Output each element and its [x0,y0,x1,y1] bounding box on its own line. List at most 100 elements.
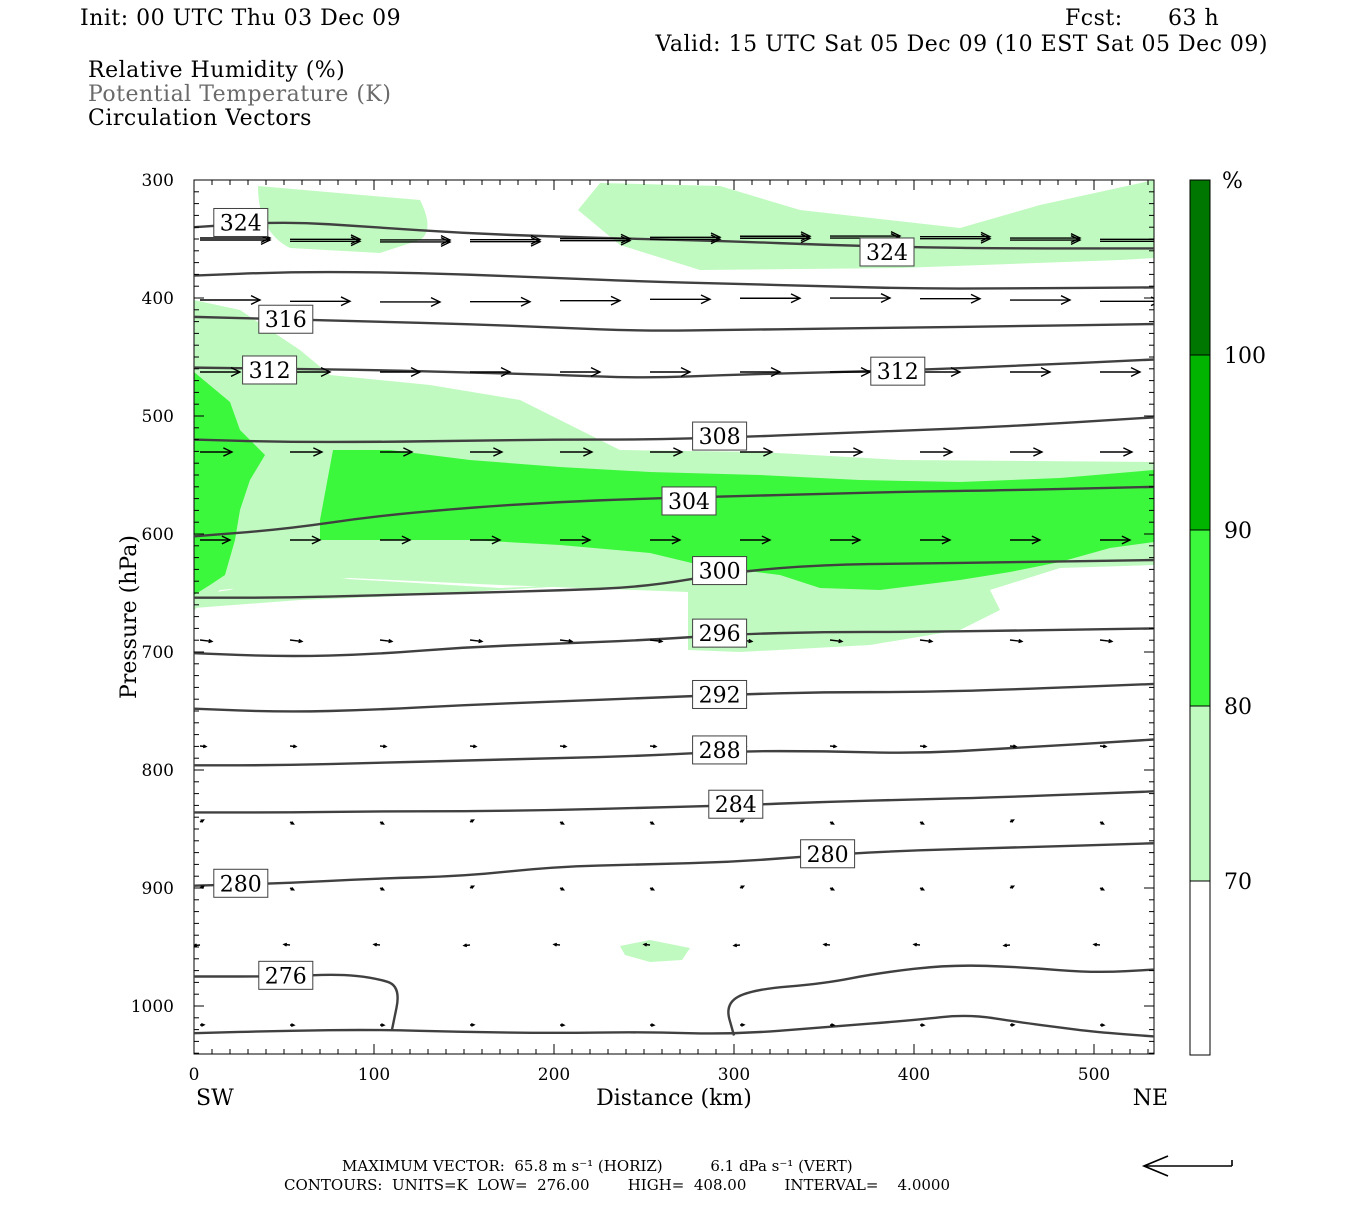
circulation-vector [1010,448,1042,456]
contour-label-text: 304 [668,490,710,515]
circulation-vector [1010,1024,1014,1027]
circulation-vector [920,1024,924,1027]
circulation-vector [1100,639,1112,642]
theta-contour-320 [194,272,1157,289]
circulation-vector [650,1024,654,1027]
theta-contour-276 [728,966,1157,1036]
contour-label-284: 284 [709,790,763,818]
circulation-vector [830,745,836,748]
y-tick-label: 600 [142,525,174,545]
contour-label-text: 312 [877,360,919,385]
theta-contour-316 [194,317,1157,331]
contour-label-324: 324 [214,208,268,236]
circulation-vector [470,368,510,377]
x-tick-label: 100 [358,1065,390,1085]
circulation-vector [920,448,952,456]
theta-contour-280 [194,843,1157,885]
circulation-vector [920,639,932,642]
contour-label-296: 296 [693,619,747,647]
field-theta-title: Potential Temperature (K) [88,82,391,107]
circulation-vector [914,943,920,946]
contour-info-note: CONTOURS: UNITS=K LOW= 276.00 HIGH= 408.… [284,1176,950,1194]
contour-label-text: 288 [699,739,741,764]
circulation-vector [470,297,530,306]
sw-endpoint-label: SW [196,1086,234,1111]
contour-label-text: 300 [699,560,741,585]
circulation-vector [830,294,890,303]
field-rh-title: Relative Humidity (%) [88,58,345,83]
circulation-vector [560,296,620,305]
circulation-vector [470,886,474,888]
circulation-vector [1100,368,1140,377]
circulation-vector [920,887,924,889]
colorbar-label-80: 80 [1224,695,1252,720]
circulation-vector [1004,944,1010,947]
circulation-vector [380,887,384,889]
circulation-vector [560,745,566,748]
circulation-vector [1010,886,1014,888]
theta-contour-296 [194,628,1157,656]
circulation-vector [740,820,744,822]
circulation-vector [1100,887,1104,889]
circulation-vector [380,368,420,377]
circulation-vector [560,1024,564,1027]
init-time: Init: 00 UTC Thu 03 Dec 09 [80,6,401,31]
circulation-vector [380,298,440,307]
contour-label-304: 304 [662,487,716,515]
rh-70-upper-left [258,186,428,253]
y-axis-title: Pressure (hPa) [117,535,142,699]
theta-contour-292 [194,684,1157,712]
rh-70-blob [620,940,690,962]
circulation-vector [740,886,744,888]
contour-label-text: 312 [249,359,291,384]
colorbar-label-100: 100 [1224,344,1266,369]
x-tick-label: 200 [538,1065,570,1085]
colorbar-label-90: 90 [1224,519,1252,544]
contour-label-text: 292 [699,683,741,708]
x-axis-title: Distance (km) [596,1086,752,1111]
x-tick-label: 500 [1078,1065,1110,1085]
contour-label-324: 324 [860,238,914,266]
contour-label-text: 324 [866,241,908,266]
contour-label-text: 296 [699,622,741,647]
y-tick-label: 400 [142,289,174,309]
circulation-vector [1010,296,1070,305]
circulation-vector [1100,448,1132,456]
circulation-vector [470,1024,474,1027]
circulation-vector [920,821,924,823]
circulation-vector [650,368,690,377]
circulation-vector [560,887,564,889]
circulation-vector [290,297,350,306]
circulation-vector [830,887,834,889]
vector-head [1161,237,1170,246]
contour-label-316: 316 [259,305,313,333]
circulation-vector [380,745,386,748]
circulation-vector [830,448,862,456]
colorbar-bin-90-100 [1190,355,1210,530]
circulation-vector [554,943,560,946]
circulation-vector [290,821,294,823]
y-tick-label: 1000 [131,997,174,1017]
circulation-vector [374,943,380,946]
contour-label-text: 280 [807,843,849,868]
vector-head [1161,235,1170,244]
circulation-vector [740,1024,744,1027]
colorbar-label-70: 70 [1224,870,1252,895]
colorbar-unit: % [1222,169,1243,194]
max-vector-note: MAXIMUM VECTOR: 65.8 m s⁻¹ (HORIZ) 6.1 d… [342,1157,853,1175]
circulation-vector [1094,943,1100,946]
colorbar-bin-above-100 [1190,180,1210,355]
y-tick-label: 300 [142,171,174,191]
y-tick-label: 700 [142,643,174,663]
circulation-vector [650,745,656,748]
circulation-vector [290,639,302,642]
rh-colorbar: % 100 90 80 70 [1190,169,1266,1055]
theta-contours [194,223,1157,1037]
contour-label-300: 300 [693,557,747,585]
circulation-vector [290,1024,294,1027]
circulation-vector [470,820,474,822]
contour-label-288: 288 [693,736,747,764]
circulation-vectors [194,232,1170,1027]
circulation-vector [464,944,470,947]
